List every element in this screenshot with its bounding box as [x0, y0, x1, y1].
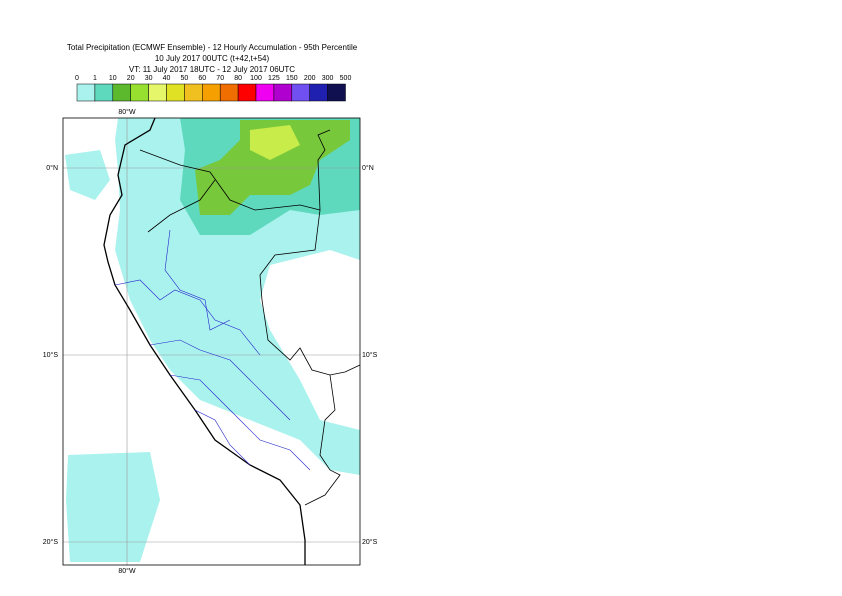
legend-label: 60 [198, 75, 206, 82]
legend-swatch [184, 83, 203, 102]
legend-swatch [237, 83, 257, 102]
legend: 0 1 10 20 30 40 50 60 70 80 100 125 150 200 300 500 [75, 75, 352, 102]
title-line: 10 July 2017 00UTC (t+42,t+54) [155, 54, 270, 63]
legend-label: 70 [216, 75, 224, 82]
legend-swatch [94, 83, 114, 102]
legend-swatch [219, 83, 239, 102]
title-line: VT: 11 July 2017 18UTC - 12 July 2017 06… [129, 65, 295, 74]
lat-label: 10°S [43, 351, 59, 359]
legend-swatch [76, 83, 96, 102]
lat-label: 10°S [362, 351, 378, 359]
legend-swatch [255, 83, 275, 102]
legend-label: 20 [127, 75, 135, 82]
legend-label: 200 [304, 75, 316, 82]
lat-label: 0°N [362, 164, 374, 172]
legend-label: 125 [268, 75, 280, 82]
legend-swatch [202, 83, 221, 102]
legend-swatch [148, 83, 167, 102]
legend-swatch [166, 83, 185, 102]
legend-label: 30 [145, 75, 153, 82]
legend-label: 300 [322, 75, 334, 82]
map [62, 117, 361, 566]
lon-label: 80°W [118, 567, 136, 575]
legend-swatch [327, 83, 346, 102]
legend-swatch [273, 83, 293, 102]
legend-swatch [112, 83, 131, 102]
title-line: Total Precipitation (ECMWF Ensemble) - 1… [67, 43, 358, 52]
legend-label: 100 [250, 75, 262, 82]
lat-label: 0°N [46, 164, 58, 172]
legend-label: 40 [163, 75, 171, 82]
legend-label: 500 [340, 75, 352, 82]
legend-label: 50 [181, 75, 189, 82]
legend-label: 0 [75, 75, 79, 82]
legend-swatch [130, 83, 149, 102]
legend-label: 80 [234, 75, 242, 82]
legend-swatch [309, 83, 328, 102]
lat-label: 20°S [43, 538, 59, 546]
legend-label: 150 [286, 75, 298, 82]
legend-label: 1 [93, 75, 97, 82]
lat-label: 20°S [362, 538, 378, 546]
legend-label: 10 [109, 75, 117, 82]
legend-swatch [291, 83, 310, 102]
lon-label: 80°W [118, 108, 136, 116]
